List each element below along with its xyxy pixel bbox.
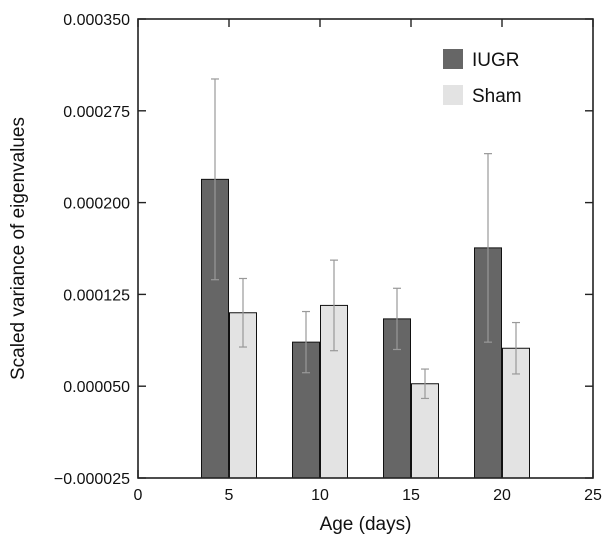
bar-iugr-20 [474,247,502,479]
legend: IUGR Sham [443,49,522,107]
plot-frame [137,18,594,479]
error-bar-iugr-15 [393,287,401,351]
legend-swatch-iugr [443,49,463,69]
error-bar-sham-20 [512,321,520,375]
x-axis-title: Age (days) [320,514,412,535]
y-tick-label: 0.000275 [63,104,130,121]
x-tick-label: 20 [493,487,511,504]
error-bars-layer [211,78,520,400]
y-tick-label: 0.000125 [63,287,130,304]
error-bar-sham-15 [421,368,429,400]
error-bar-sham-5 [239,277,247,348]
legend-swatch-sham [443,85,463,105]
legend-label-sham: Sham [472,86,522,107]
x-tick-label: 10 [311,487,329,504]
error-bar-iugr-5 [211,78,219,281]
y-tick-label: 0.000200 [63,196,130,213]
bars-layer [201,178,530,479]
y-tick-label: 0.000050 [63,379,130,396]
x-tick-label: 5 [225,487,234,504]
error-bar-sham-10 [330,259,338,352]
error-bar-iugr-20 [484,153,492,343]
x-tick-label: 15 [402,487,420,504]
legend-label-iugr: IUGR [472,50,520,71]
x-tick-label: 0 [134,487,143,504]
y-tick-label: −0.000025 [54,471,130,488]
y-axis-title: Scaled variance of eigenvalues [8,117,29,380]
axis-ticks-layer: 0 5 10 15 20 25 −0.000025 0.000050 0.000125 0.000… [54,12,602,504]
error-bar-iugr-10 [302,310,310,374]
x-tick-label: 25 [584,487,602,504]
y-tick-label: 0.000350 [63,12,130,29]
